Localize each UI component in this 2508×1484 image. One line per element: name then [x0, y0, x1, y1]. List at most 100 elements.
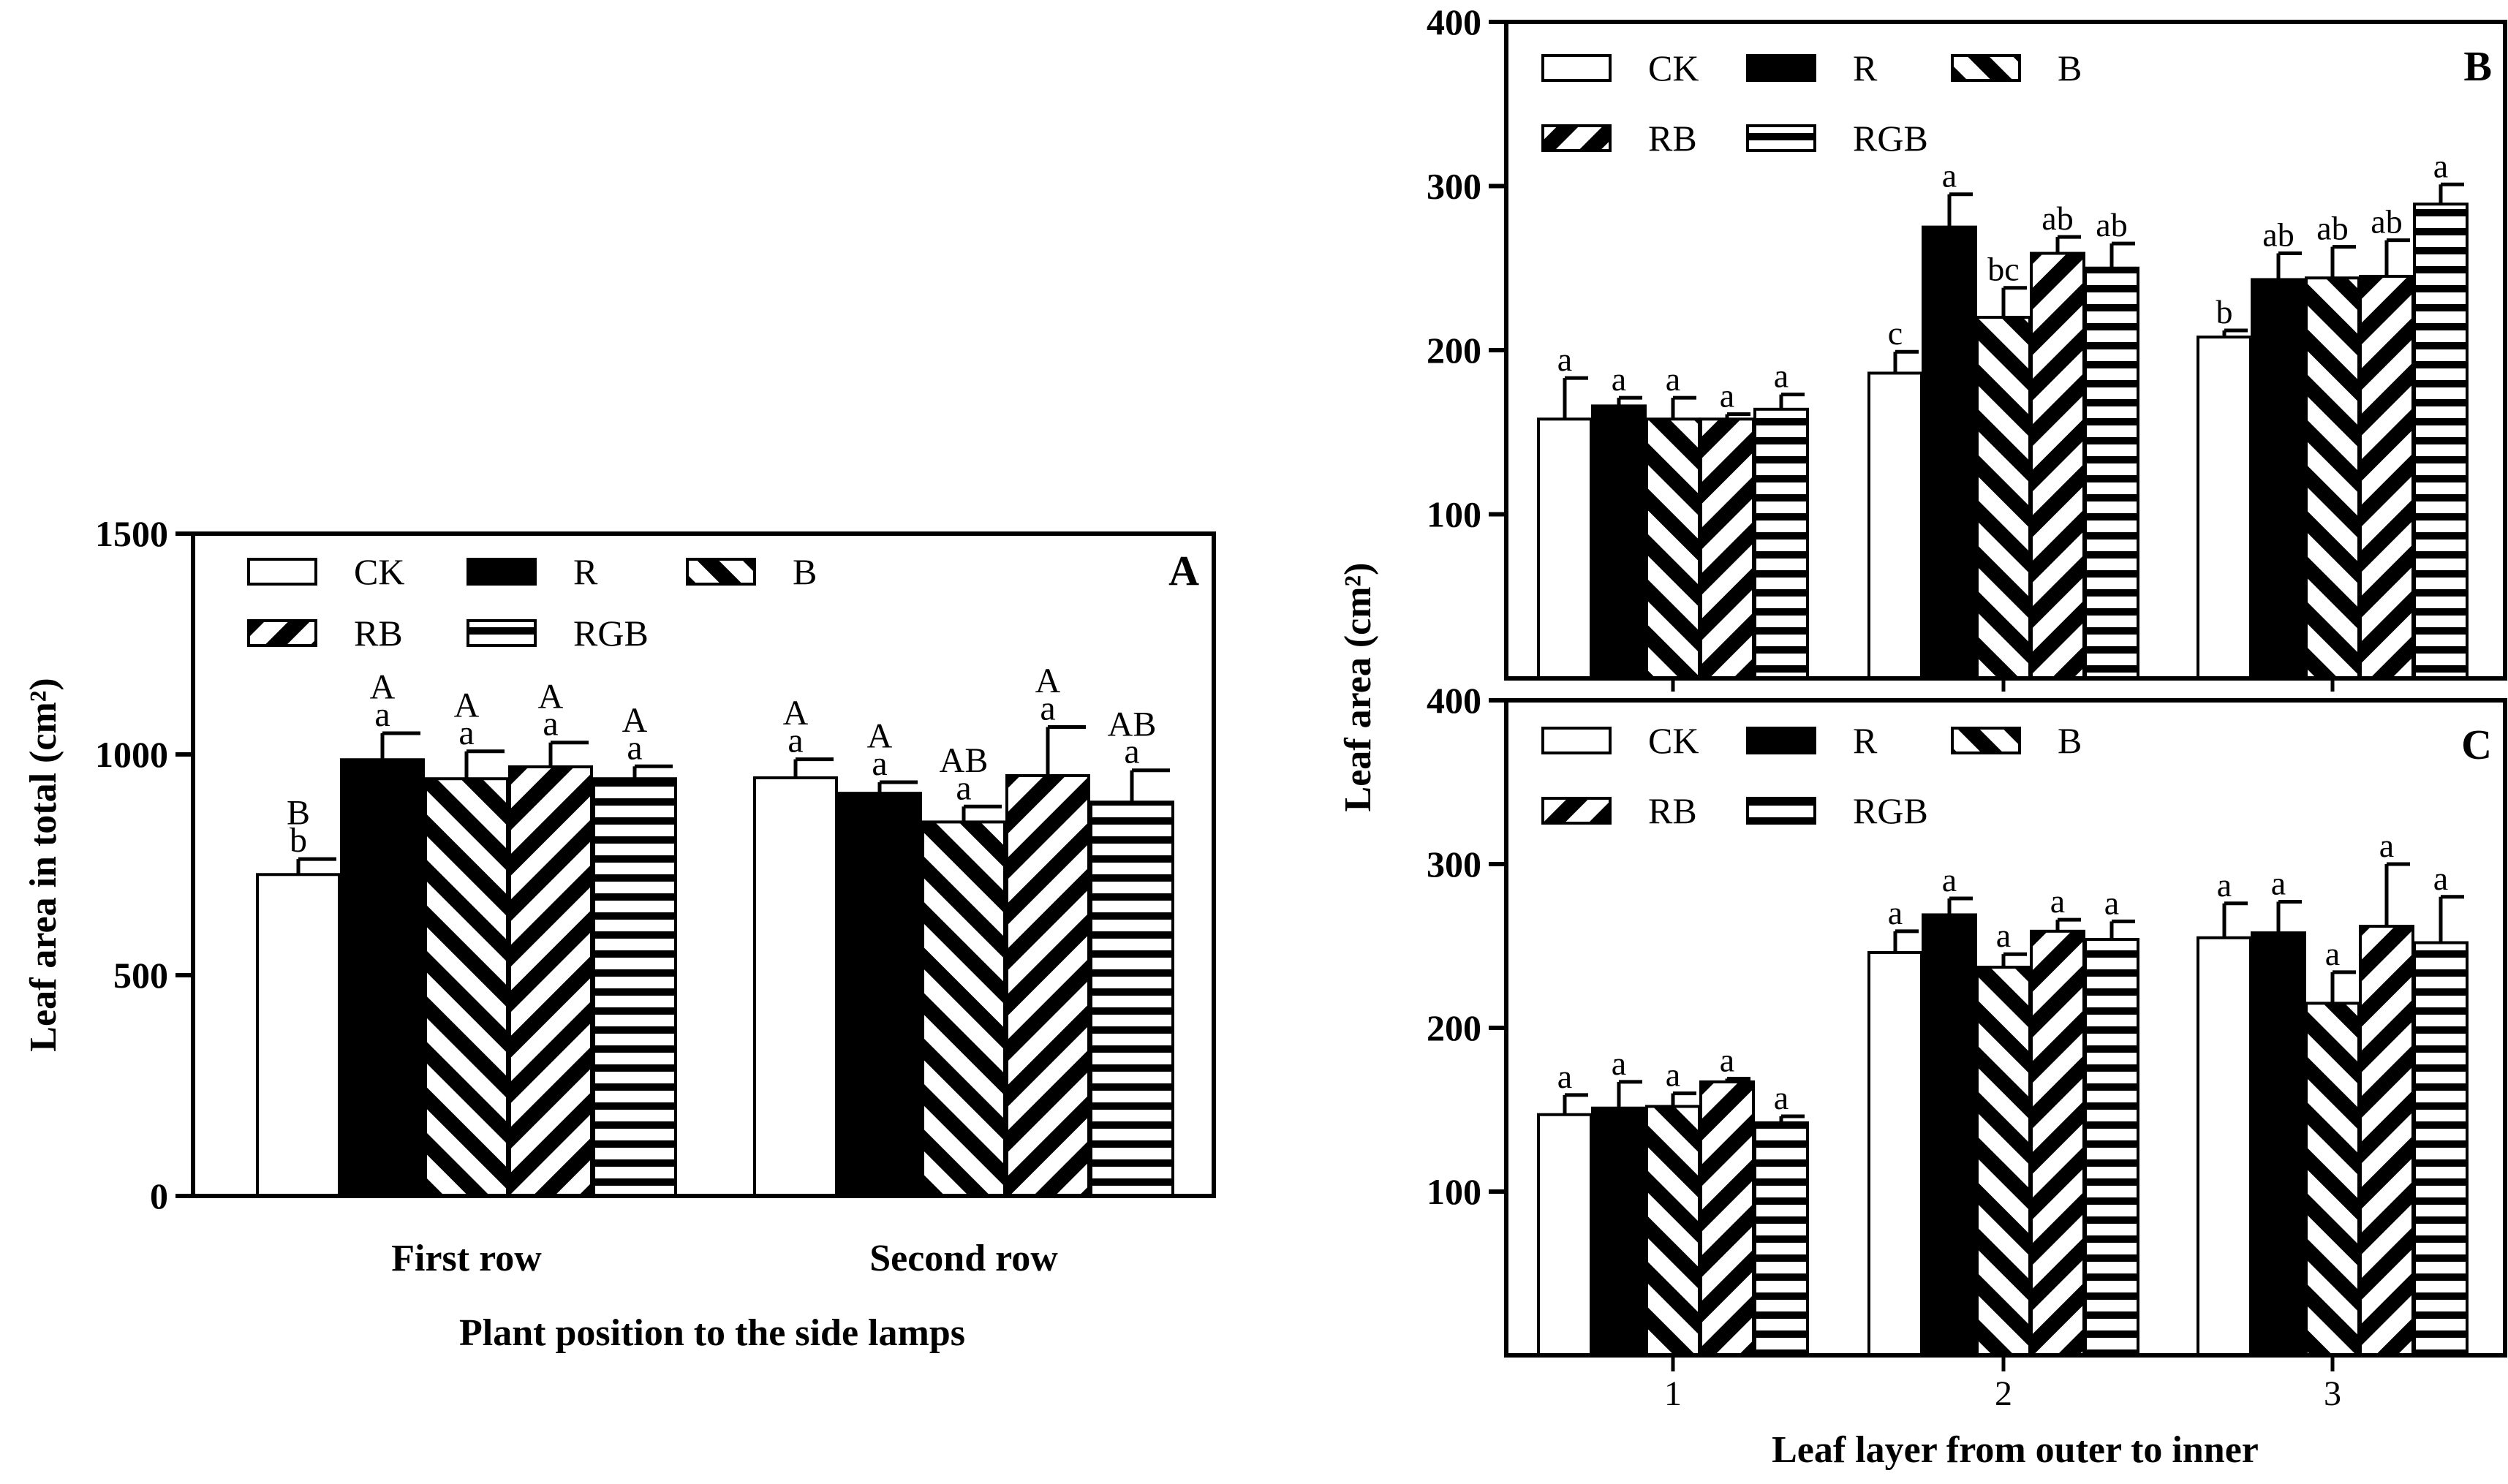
bar-b-rb-3	[2359, 274, 2414, 681]
bar-b-ck-1	[1537, 417, 1593, 680]
legend-label: R	[1853, 720, 1878, 761]
legend-swatch	[1541, 727, 1612, 754]
bar-b-rb-1	[1699, 417, 1755, 680]
bar-b-ck-2	[1867, 371, 1923, 680]
legend-swatch	[1746, 124, 1816, 152]
bar-b-r-1	[1591, 404, 1647, 681]
letter-b-ck-1: a	[1557, 341, 1572, 378]
letter-c-b-2: a	[1996, 917, 2011, 954]
errorbar-a-r-1	[380, 731, 420, 760]
legend-item-c-rgb: RGB	[1746, 790, 1928, 831]
errorbar-b-r-1	[1617, 395, 1642, 406]
panel-a-ylabel: Leaf area in total (cm²)	[23, 678, 64, 1051]
bar-b-b-1	[1645, 417, 1701, 680]
letter-a-r-2-1: A	[867, 717, 893, 756]
legend-swatch	[686, 558, 756, 586]
legend-item-a-rb: RB	[247, 613, 403, 654]
bar-c-b-1	[1645, 1105, 1701, 1358]
legend-swatch	[467, 558, 537, 586]
panel-a-ylabel-text: Leaf area in total (cm²)	[23, 678, 64, 1051]
bar-b-r-3	[2251, 278, 2306, 680]
letter-b-rgb-3: a	[2433, 147, 2448, 184]
legend-label: B	[2058, 48, 2082, 88]
bar-a-rgb-2	[1089, 800, 1174, 1198]
panel-b-legend: CK R BRB RGB	[1541, 48, 2082, 159]
letter-a-b-2-2: a	[956, 768, 971, 807]
panel-a-errorbars	[296, 725, 1170, 875]
errorbar-a-rgb-2	[1130, 768, 1170, 803]
legend-swatch	[247, 558, 317, 586]
legend-label: RB	[1648, 790, 1697, 831]
errorbar-c-rb-3	[2384, 862, 2410, 927]
ytick-label-b-300: 300	[1427, 166, 1481, 207]
bar-b-rb-2	[2030, 251, 2085, 681]
errorbar-c-rb-2	[2055, 917, 2081, 931]
bar-b-r-2	[1922, 225, 1977, 680]
bar-b-rgb-2	[2084, 266, 2139, 680]
panel-b-title: B	[2463, 42, 2492, 90]
legend-item-a-r: R	[467, 551, 598, 592]
letter-c-b-3: a	[2325, 935, 2340, 972]
errorbar-a-rb-2	[1046, 725, 1086, 776]
legend-swatch	[1951, 54, 2021, 82]
ytick-label-c-400: 400	[1427, 680, 1481, 721]
letter-b-r-1: a	[1612, 360, 1626, 398]
errorbar-b-rb-3	[2384, 238, 2410, 276]
errorbar-c-b-2	[2001, 952, 2027, 968]
legend-item-b-r: R	[1746, 48, 1878, 88]
bar-a-rgb-1	[592, 777, 677, 1197]
legend-swatch	[1541, 124, 1612, 152]
xtick-label-c-1: 1	[1664, 1374, 1682, 1413]
panel-c-bars	[1537, 913, 2469, 1358]
letter-b-rgb-1: a	[1774, 357, 1789, 395]
ytick-label-b-200: 200	[1427, 330, 1481, 371]
legend-swatch	[1951, 727, 2021, 754]
legend-item-b-b: B	[1951, 48, 2082, 88]
errorbar-c-ck-3	[2222, 901, 2248, 938]
xtick-label-a-2: Second row	[869, 1238, 1058, 1279]
errorbar-b-b-2	[2001, 286, 2027, 318]
letter-a-b-1-2: a	[458, 713, 474, 752]
letter-c-r-3: a	[2271, 865, 2286, 902]
errorbar-c-r-1	[1617, 1080, 1642, 1108]
letter-b-r-3: ab	[2262, 216, 2294, 254]
letter-a-rb-2-1: A	[1035, 662, 1061, 700]
legend-label: RB	[1648, 118, 1697, 159]
xtick-label-a-1: First row	[391, 1238, 542, 1279]
bar-c-rb-2	[2030, 929, 2085, 1357]
legend-label: R	[573, 551, 598, 592]
letter-b-r-2: a	[1942, 157, 1957, 194]
bar-a-rb-1	[508, 765, 593, 1197]
bar-c-rb-3	[2359, 925, 2414, 1357]
letter-a-b-1-1: A	[454, 686, 480, 724]
legend-label: B	[2058, 720, 2082, 761]
errorbar-c-rb-1	[1725, 1076, 1750, 1082]
legend-item-c-b: B	[1951, 720, 2082, 761]
panel-a-legend: CK R BRB RGB	[247, 551, 817, 654]
legend-label: CK	[1648, 720, 1699, 761]
legend-item-a-rgb: RGB	[467, 613, 649, 654]
letter-a-rgb-1-1: A	[622, 701, 648, 740]
legend-label: RGB	[573, 613, 649, 654]
bar-c-r-3	[2251, 931, 2306, 1357]
letter-a-b-2-1: AB	[940, 741, 989, 780]
bar-a-b-1	[424, 777, 509, 1197]
bar-c-rgb-3	[2413, 941, 2469, 1357]
legend-item-c-rb: RB	[1541, 790, 1697, 831]
letter-a-r-1-1: A	[370, 668, 396, 707]
panels-bc-xlabel: Leaf layer from outer to inner	[1772, 1429, 2259, 1471]
panel-c-title: C	[2461, 721, 2492, 768]
errorbar-b-r-2	[1947, 192, 1973, 227]
errorbar-b-rb-1	[1725, 412, 1750, 420]
errorbar-a-b-1	[464, 749, 505, 779]
errorbar-b-r-3	[2276, 251, 2302, 280]
legend-item-b-rb: RB	[1541, 118, 1697, 159]
letter-c-ck-2: a	[1888, 894, 1903, 931]
legend-item-c-r: R	[1746, 720, 1878, 761]
panel-a-title: A	[1168, 547, 1199, 594]
letter-c-rgb-3: a	[2433, 860, 2448, 897]
ytick-label-a-1500: 1500	[95, 513, 168, 554]
